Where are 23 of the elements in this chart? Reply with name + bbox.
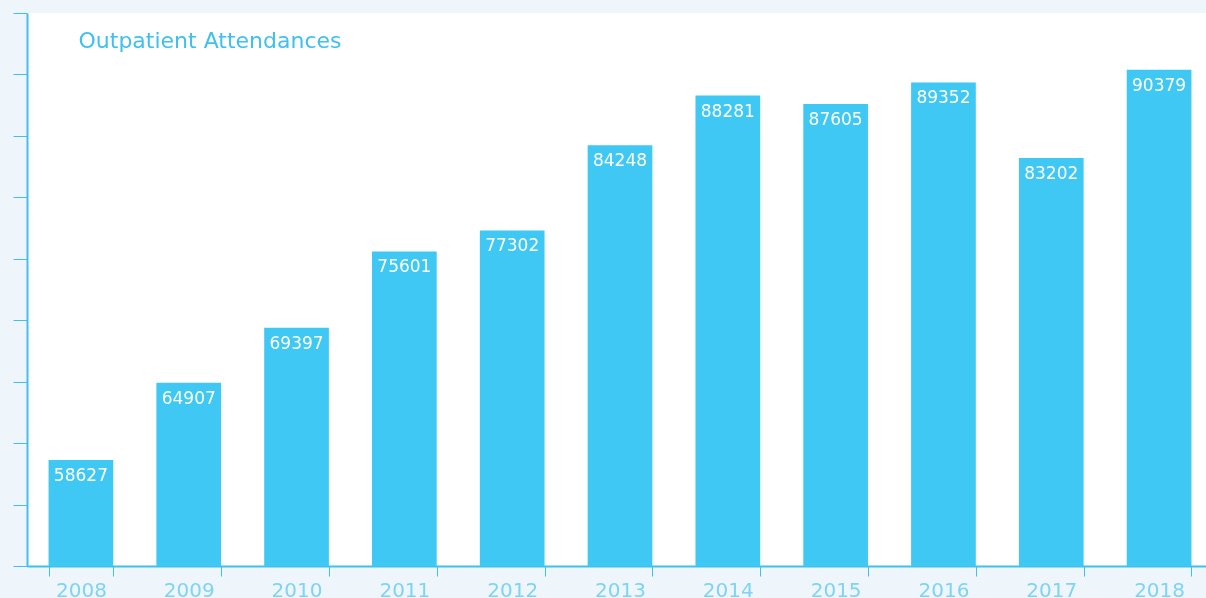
data-label: 75601: [377, 256, 432, 277]
data-label: 64907: [161, 387, 216, 408]
data-label: 83202: [1024, 162, 1079, 183]
data-label: 88281: [700, 100, 755, 121]
x-tick-label: 2011: [379, 577, 431, 598]
data-label: 90379: [1132, 74, 1187, 95]
x-tick-label: 2017: [1026, 577, 1078, 598]
data-label: 77302: [485, 235, 540, 256]
x-tick-label: 2018: [1134, 577, 1186, 598]
data-label: 69397: [269, 332, 324, 353]
data-label: 84248: [592, 150, 648, 171]
x-tick-label: 2010: [271, 577, 323, 598]
x-tick-label: 2014: [702, 577, 754, 598]
x-tick-label: 2016: [918, 577, 970, 598]
x-tick-label: 2015: [810, 577, 862, 598]
x-tick-label: 2008: [55, 577, 107, 598]
data-label: 87605: [808, 108, 863, 129]
x-tick-label: 2009: [163, 577, 215, 598]
x-tick-label: 2013: [595, 577, 646, 598]
data-label: 89352: [916, 87, 971, 108]
data-label: 58627: [53, 464, 108, 485]
text: Outpatient Attendances: [78, 27, 342, 53]
x-tick-label: 2012: [487, 577, 539, 598]
